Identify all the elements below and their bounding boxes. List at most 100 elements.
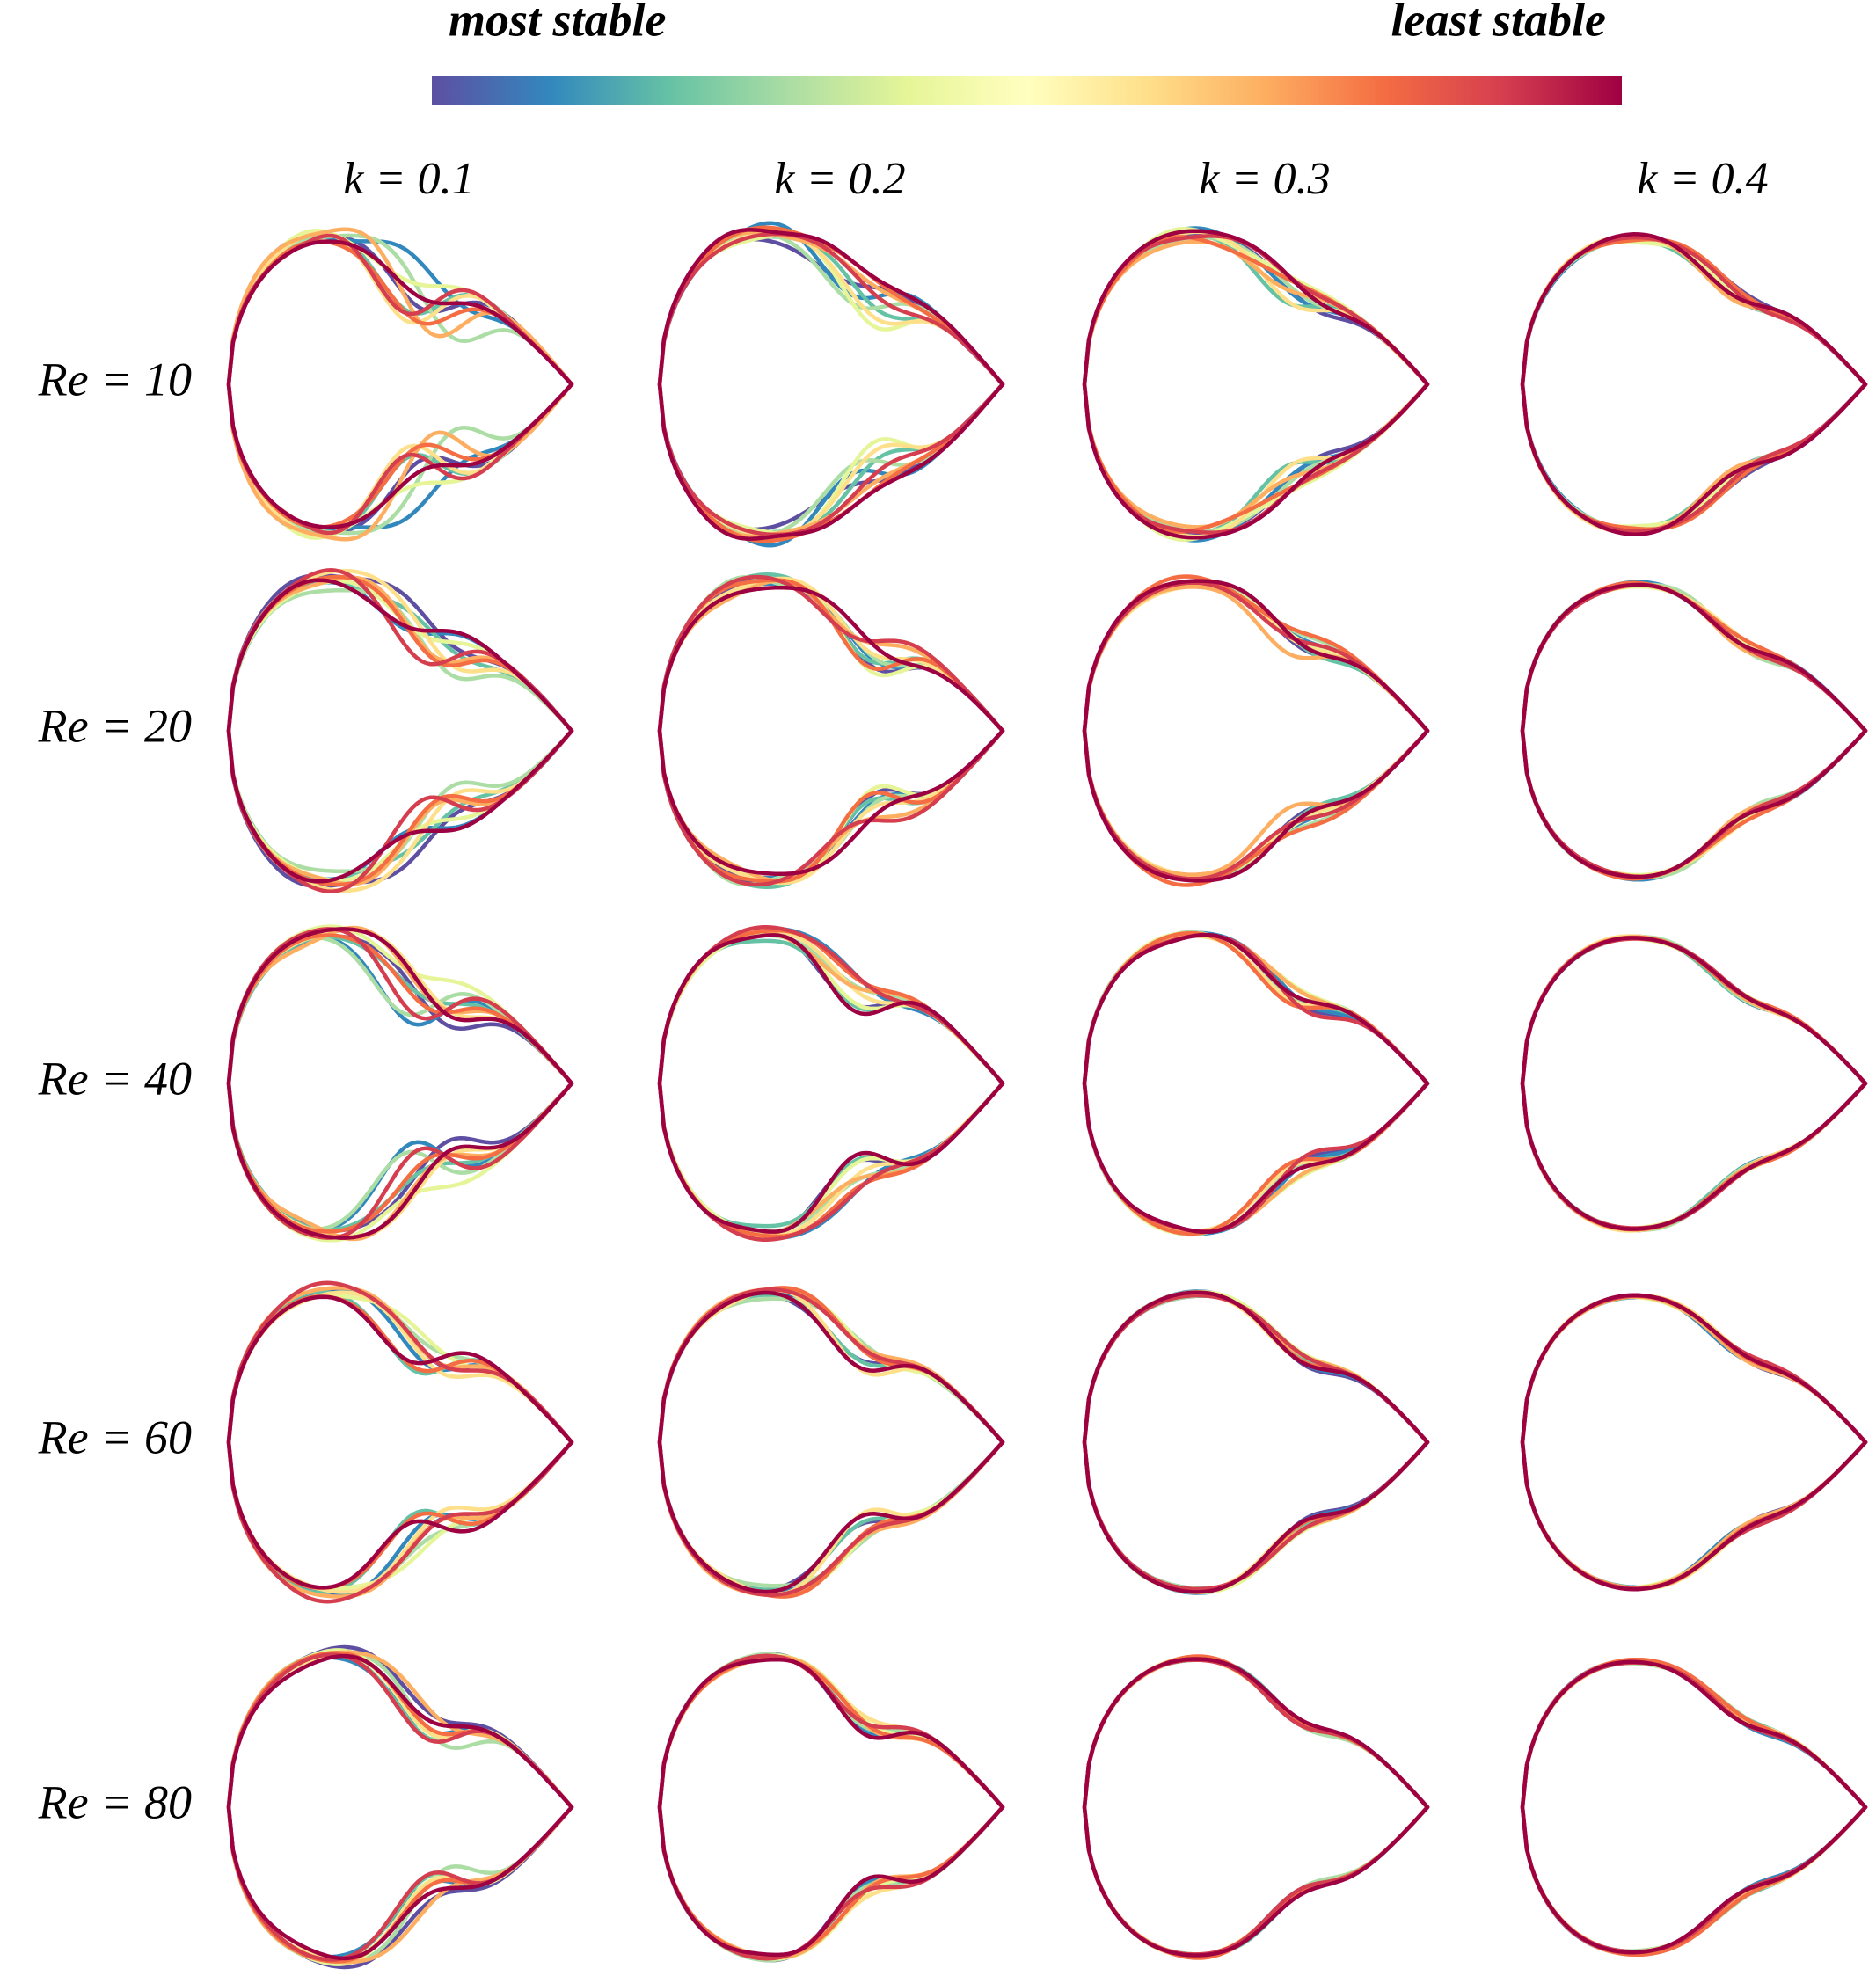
mode-shape	[1520, 236, 1868, 533]
mode-shape	[1082, 1654, 1430, 1960]
mode-shape	[1520, 935, 1868, 1232]
mode-shape	[1082, 1294, 1430, 1591]
mode-shape	[1082, 1291, 1430, 1593]
mode-shape	[1082, 1656, 1430, 1958]
mode-shape	[1520, 1657, 1868, 1958]
mode-shape	[657, 1653, 1005, 1961]
mode-shape	[1520, 1294, 1868, 1590]
mode-shape	[1082, 233, 1430, 536]
mode-shape	[657, 932, 1005, 1235]
mode-shape	[1082, 234, 1430, 535]
mode-shape	[1520, 240, 1868, 529]
mode-shape	[1082, 1290, 1430, 1594]
mode-shape	[1520, 237, 1868, 531]
mode-shape	[657, 233, 1005, 536]
mode-shape	[1520, 937, 1868, 1230]
mode-shape	[226, 1651, 574, 1964]
mode-shape	[1520, 236, 1868, 533]
mode-shape	[1082, 1289, 1430, 1595]
mode-shape	[657, 1656, 1005, 1958]
mode-shape	[1520, 1658, 1868, 1957]
mode-shape	[1082, 1657, 1430, 1958]
mode-shape	[1082, 235, 1430, 534]
mode-shape	[657, 1652, 1005, 1963]
mode-shape	[1520, 232, 1868, 536]
mode-shape	[1082, 1292, 1430, 1593]
mode-shape	[1082, 582, 1430, 879]
mode-shape	[1520, 1657, 1868, 1958]
mode-shape	[1520, 580, 1868, 882]
mode-shape	[1520, 1659, 1868, 1955]
mode-shape	[226, 1294, 574, 1590]
mode-shape	[1520, 935, 1868, 1232]
column-label: k = 0.3	[1199, 154, 1330, 204]
mode-shape	[657, 1657, 1005, 1958]
mode-shape	[657, 228, 1005, 541]
mode-shape	[1520, 237, 1868, 531]
mode-shape	[1520, 582, 1868, 879]
colorbar-high-label: least stable	[1391, 0, 1606, 46]
mode-shape	[1520, 1294, 1868, 1591]
shapes	[226, 221, 1868, 1970]
mode-shape	[1082, 1658, 1430, 1957]
mode-shape	[1082, 585, 1430, 877]
mode-shape	[657, 1654, 1005, 1960]
colorbar	[432, 76, 1622, 105]
mode-shape	[1082, 932, 1430, 1235]
mode-shape	[1082, 932, 1430, 1235]
mode-shape	[1520, 936, 1868, 1231]
mode-shape	[226, 1293, 574, 1592]
mode-shape	[1082, 579, 1430, 883]
mode-shape	[657, 933, 1005, 1234]
mode-shape	[657, 574, 1005, 887]
row-label: Re = 20	[38, 699, 192, 752]
row-label: Re = 10	[38, 353, 192, 405]
mode-shape	[1520, 935, 1868, 1232]
mode-shape	[657, 1653, 1005, 1961]
mode-shape	[1082, 1293, 1430, 1592]
mode-shape	[657, 1290, 1005, 1594]
mode-shape	[226, 1653, 574, 1961]
mode-shape	[1082, 931, 1430, 1236]
labels: k = 0.1 k = 0.2 k = 0.3 k = 0.4 Re = 10 Re = …	[38, 154, 1769, 1828]
mode-shape	[1520, 936, 1868, 1231]
mode-shape	[1082, 931, 1430, 1236]
mode-shape	[657, 578, 1005, 884]
mode-shape	[657, 1655, 1005, 1959]
mode-shape	[1082, 234, 1430, 535]
column-label: k = 0.1	[343, 154, 474, 204]
mode-shape	[657, 1653, 1005, 1961]
mode-shape	[1520, 234, 1868, 535]
mode-shape	[1520, 583, 1868, 879]
mode-shape	[1082, 239, 1430, 529]
mode-shape	[1520, 235, 1868, 534]
mode-shape	[1082, 235, 1430, 534]
mode-shape	[1520, 935, 1868, 1232]
mode-shape	[1520, 1659, 1868, 1955]
mode-shape	[1082, 229, 1430, 540]
mode-shape	[226, 1286, 574, 1599]
mode-shape	[1082, 930, 1430, 1236]
mode-shape	[1520, 582, 1868, 879]
mode-shape	[1520, 1659, 1868, 1955]
mode-shape	[1520, 1293, 1868, 1592]
mode-shape	[1520, 1294, 1868, 1591]
mode-shape	[1520, 936, 1868, 1231]
mode-shape	[1082, 932, 1430, 1235]
mode-shape	[657, 1287, 1005, 1597]
mode-shape	[1520, 580, 1868, 881]
mode-shape	[657, 581, 1005, 880]
mode-shape	[1082, 580, 1430, 882]
mode-shape	[1082, 1658, 1430, 1957]
mode-shape	[657, 926, 1005, 1241]
mode-shape	[226, 229, 574, 540]
mode-shape	[657, 576, 1005, 886]
mode-shape	[1082, 1658, 1430, 1957]
mode-shape	[1520, 934, 1868, 1233]
mode-shape	[1082, 933, 1430, 1234]
mode-shape	[226, 587, 574, 874]
mode-shape	[226, 580, 574, 882]
mode-shape	[1520, 582, 1868, 879]
row-label: Re = 80	[38, 1775, 192, 1828]
